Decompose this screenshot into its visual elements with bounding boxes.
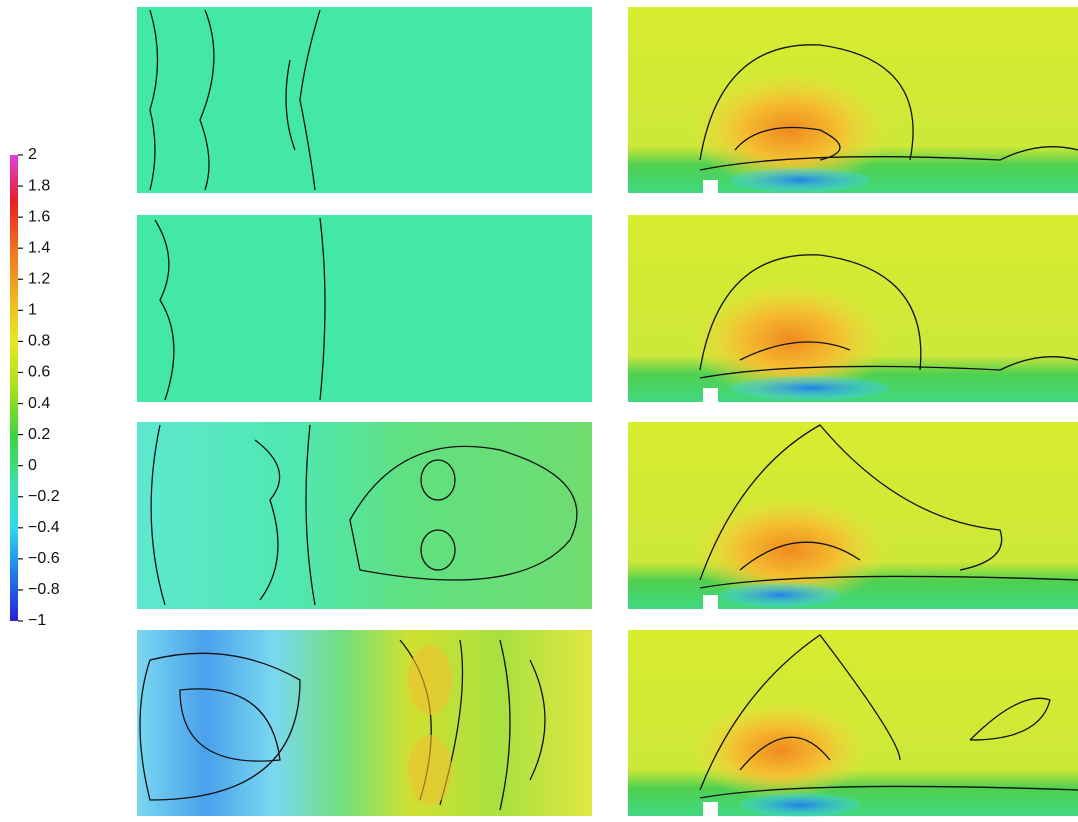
cold-region (740, 793, 860, 817)
tick-label: 1.4 (28, 239, 50, 256)
cold-region (730, 376, 890, 400)
contour (699, 254, 1078, 379)
tick-label: 0.4 (28, 395, 50, 412)
tick-label: −1 (28, 612, 46, 629)
contour (420, 529, 456, 571)
field-panel (137, 630, 592, 816)
tick-label: 0.2 (28, 426, 50, 443)
step (703, 388, 718, 402)
tick-label: −0.8 (28, 581, 60, 598)
tick-label: 1.8 (28, 177, 50, 194)
step (703, 595, 718, 609)
warm-region (408, 735, 452, 805)
warm-region (690, 280, 890, 400)
tick-label: −0.4 (28, 519, 60, 536)
step (703, 180, 718, 194)
tick-label: 0.8 (28, 333, 50, 350)
contour (699, 634, 1078, 799)
field-panel (137, 215, 592, 402)
tick-label: 0 (28, 457, 37, 474)
tick-label: 1.6 (28, 208, 50, 225)
warm-region (690, 70, 890, 190)
warm-region (690, 700, 870, 800)
field-panel (137, 422, 592, 609)
warm-region (408, 645, 452, 715)
contour (420, 459, 456, 501)
tick-label: 1 (28, 302, 37, 319)
tick-label: 0.6 (28, 364, 50, 381)
cold-region (720, 583, 840, 607)
contour (149, 9, 321, 191)
contour (150, 424, 578, 606)
tick-label: 1.2 (28, 270, 50, 287)
colorbar-bar (10, 155, 18, 621)
contour (699, 424, 1078, 589)
left-panels (137, 7, 592, 816)
colorbar: 2 1.8 1.6 1.4 1.2 1 0.8 0.6 0.4 0.2 0 −0.2 −0.4 −0.6 −… (10, 146, 60, 629)
step (703, 802, 718, 816)
cold-region (730, 168, 870, 192)
contour (154, 217, 326, 401)
tick-label: 2 (28, 146, 37, 163)
contour (699, 44, 1078, 171)
right-panels (628, 7, 1078, 817)
tick-label: −0.2 (28, 488, 60, 505)
tick-label: −0.6 (28, 550, 60, 567)
field-panel (137, 7, 592, 193)
